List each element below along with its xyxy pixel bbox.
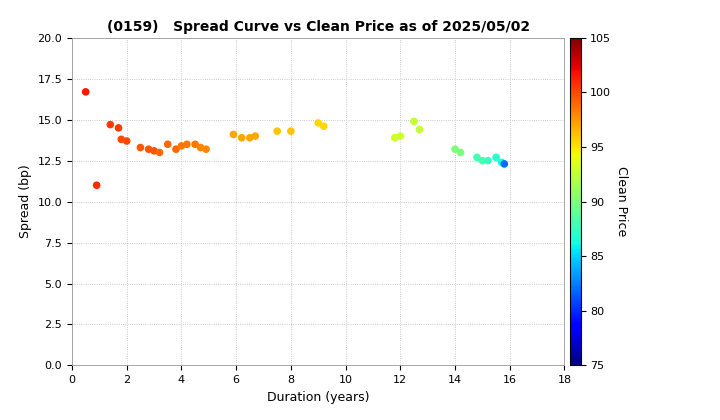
Point: [408, 118, 420, 125]
Y-axis label: Clean Price: Clean Price: [615, 166, 628, 237]
Point: [271, 128, 283, 134]
Point: [496, 159, 508, 165]
Point: [80, 89, 91, 95]
Point: [121, 138, 132, 144]
Point: [200, 146, 212, 152]
Point: [181, 141, 193, 147]
Title: (0159)   Spread Curve vs Clean Price as of 2025/05/02: (0159) Spread Curve vs Clean Price as of…: [107, 20, 530, 34]
Point: [176, 142, 187, 149]
Point: [91, 182, 102, 189]
Point: [389, 134, 400, 141]
Point: [490, 154, 502, 161]
Point: [236, 134, 248, 141]
Point: [285, 128, 297, 134]
Point: [104, 121, 116, 128]
Point: [455, 149, 467, 156]
Point: [477, 157, 488, 164]
Point: [471, 154, 482, 161]
Point: [143, 146, 154, 152]
Point: [449, 146, 461, 152]
Point: [189, 141, 201, 147]
Point: [318, 123, 330, 130]
Point: [395, 133, 406, 139]
Point: [498, 160, 510, 167]
Point: [115, 136, 127, 143]
Point: [482, 157, 494, 164]
Point: [195, 144, 207, 151]
Point: [113, 124, 125, 131]
Point: [135, 144, 146, 151]
Point: [170, 146, 181, 152]
Point: [162, 141, 174, 147]
Y-axis label: Spread (bp): Spread (bp): [19, 165, 32, 239]
Point: [154, 149, 166, 156]
Point: [250, 133, 261, 139]
Point: [148, 147, 160, 154]
X-axis label: Duration (years): Duration (years): [267, 391, 369, 404]
Point: [312, 120, 324, 126]
Point: [244, 134, 256, 141]
Point: [414, 126, 426, 133]
Point: [228, 131, 239, 138]
